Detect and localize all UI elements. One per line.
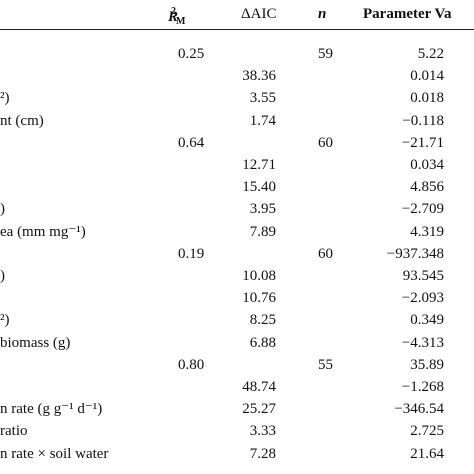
- row-parameter-value: 35.89: [410, 356, 444, 373]
- row-parameter-value: −1.268: [401, 379, 444, 395]
- row-label: biomass (g): [0, 334, 71, 351]
- row-parameter-value: 0.018: [410, 90, 444, 107]
- row-delta-aic: 3.55: [249, 90, 276, 107]
- row-parameter-value: −0.118: [402, 112, 444, 129]
- row-n: 60: [318, 245, 333, 262]
- row-delta-aic: 25.27: [242, 401, 276, 418]
- row-n: 60: [318, 134, 333, 151]
- header-delta-aic: ΔAIC: [241, 6, 277, 22]
- row-label: ²): [0, 312, 10, 329]
- row-delta-aic: 3.33: [249, 423, 276, 440]
- row-delta-aic: 3.95: [249, 201, 276, 218]
- row-r2m: 0.19: [178, 245, 205, 262]
- row-parameter-value: 93.545: [402, 268, 444, 284]
- row-delta-aic: 12.71: [242, 157, 276, 173]
- row-n: 59: [318, 46, 333, 62]
- row-label: ratio: [0, 423, 28, 440]
- row-parameter-value: 0.349: [410, 312, 444, 329]
- row-parameter-value: −346.54: [394, 401, 444, 418]
- row-delta-aic: 7.28: [249, 445, 276, 462]
- row-parameter-value: −4.313: [401, 334, 444, 351]
- row-r2m: 0.80: [178, 356, 205, 373]
- row-label: nt (cm): [0, 112, 44, 129]
- row-r2m: 0.25: [178, 46, 205, 62]
- row-parameter-value: 2.725: [410, 423, 444, 440]
- row-delta-aic: 7.89: [249, 223, 276, 240]
- row-label: ²): [0, 90, 10, 107]
- row-delta-aic: 10.08: [242, 268, 276, 284]
- row-label: n rate (g g⁻¹ d⁻¹): [0, 401, 103, 418]
- row-parameter-value: 5.22: [417, 46, 444, 62]
- row-parameter-value: 21.64: [410, 445, 444, 462]
- row-r2m: 0.64: [178, 134, 205, 151]
- header-parameter-value: Parameter Va: [363, 6, 452, 22]
- row-parameter-value: 4.856: [410, 179, 444, 196]
- header-rule: [0, 29, 474, 30]
- row-delta-aic: 10.76: [242, 290, 276, 307]
- row-delta-aic: 48.74: [242, 379, 276, 395]
- row-parameter-value: 0.034: [410, 157, 444, 173]
- row-delta-aic: 1.74: [249, 112, 276, 129]
- row-delta-aic: 15.40: [242, 179, 276, 196]
- row-n: 55: [318, 356, 333, 373]
- row-label: ): [0, 268, 5, 284]
- row-parameter-value: 0.014: [410, 68, 444, 85]
- row-parameter-value: −2.709: [401, 201, 444, 218]
- row-label: ea (mm mg⁻¹): [0, 223, 86, 240]
- row-delta-aic: 6.88: [249, 334, 276, 351]
- row-delta-aic: 38.36: [242, 68, 276, 85]
- row-parameter-value: −21.71: [401, 134, 444, 151]
- row-label: ): [0, 201, 5, 218]
- header-n: n: [318, 6, 327, 22]
- row-parameter-value: 4.319: [410, 223, 444, 240]
- row-label: n rate × soil water: [0, 445, 109, 462]
- row-delta-aic: 8.25: [249, 312, 276, 329]
- row-parameter-value: −937.348: [386, 245, 444, 262]
- row-parameter-value: −2.093: [401, 290, 444, 307]
- header-r2m: R2M: [168, 6, 186, 27]
